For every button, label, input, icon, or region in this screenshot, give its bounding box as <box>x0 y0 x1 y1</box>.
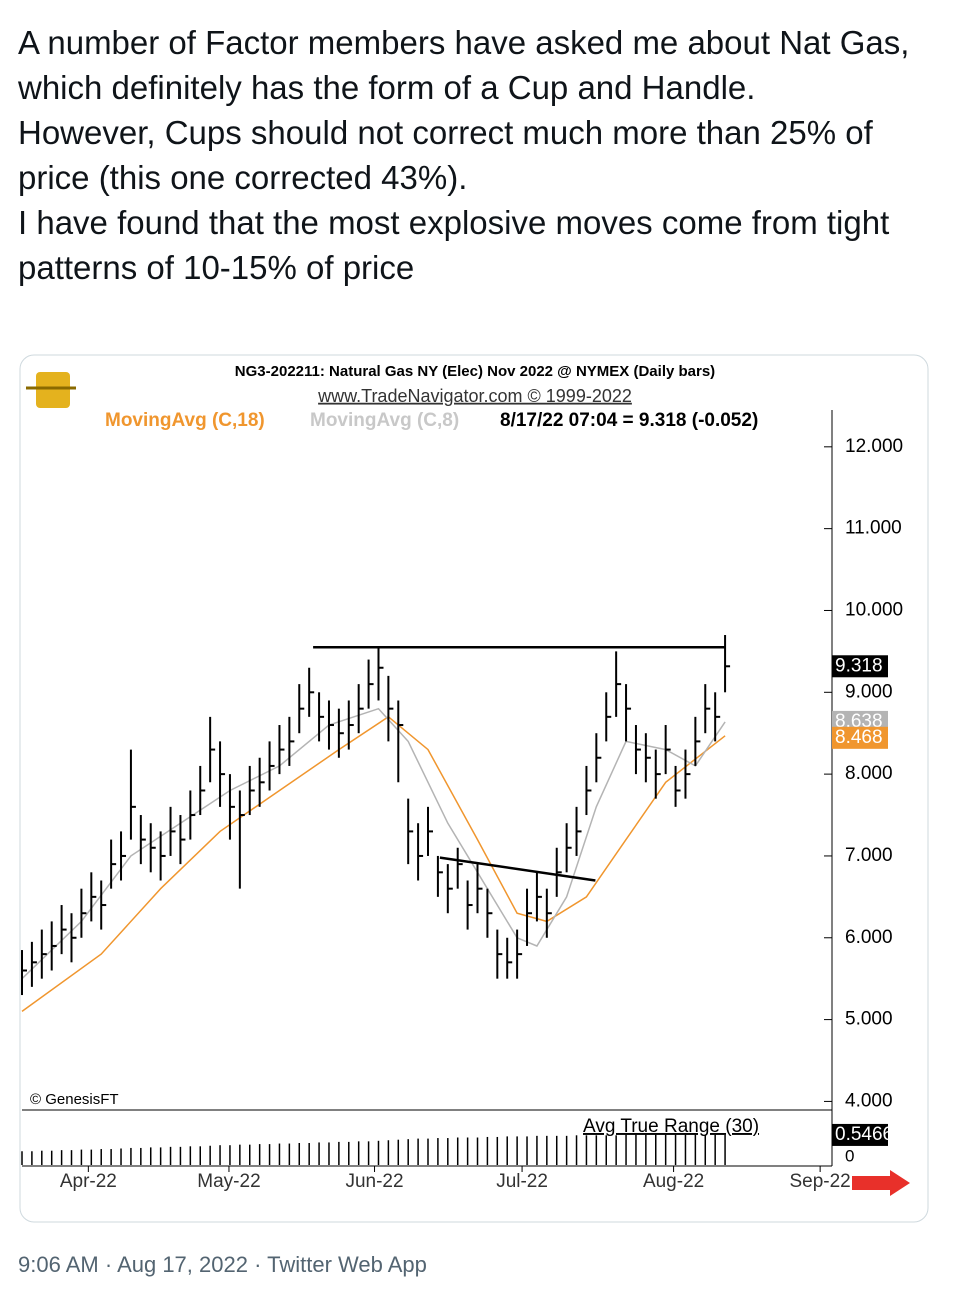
y-tick-label: 4.000 <box>845 1090 893 1111</box>
x-tick-label: Jun-22 <box>345 1171 403 1192</box>
paragraph: I have found that the most explosive mov… <box>18 204 890 286</box>
x-tick-label: May-22 <box>197 1171 260 1192</box>
legend-entry: MovingAvg (C,18) <box>105 410 265 431</box>
time: 9:06 AM <box>18 1252 99 1277</box>
y-tick-label: 7.000 <box>845 845 893 866</box>
chart: NG3-202211: Natural Gas NY (Elec) Nov 20… <box>19 354 929 1223</box>
date: Aug 17, 2022 <box>117 1252 248 1277</box>
paragraph: However, Cups should not correct much mo… <box>18 114 873 196</box>
tweet-text: A number of Factor members have asked me… <box>18 20 943 290</box>
last-value: 8.638 <box>835 711 883 732</box>
x-tick-label: Apr-22 <box>60 1171 117 1192</box>
logo <box>26 372 76 408</box>
moving-average <box>21 715 726 1013</box>
chart-title: NG3-202211: Natural Gas NY (Elec) Nov 20… <box>235 363 715 380</box>
legend-entry: MovingAvg (C,8) <box>310 410 459 431</box>
y-tick-label: 5.000 <box>845 1009 893 1030</box>
last-value-box <box>832 1123 888 1146</box>
y-tick-label: 9.000 <box>845 681 893 702</box>
paragraph: A number of Factor members have asked me… <box>18 24 910 106</box>
atr-tick-label: 0 <box>845 1146 854 1165</box>
atr-label: Avg True Range (30) <box>583 1116 759 1137</box>
chart-subtitle: www.TradeNavigator.com © 1999-2022 <box>317 386 632 406</box>
y-tick-label: 12.000 <box>845 436 903 457</box>
last-value-box <box>832 655 888 678</box>
x-tick-label: Aug-22 <box>643 1171 704 1192</box>
chart-frame <box>19 354 929 1223</box>
last-value-box <box>832 726 888 749</box>
tweet-footer: 9:06 AM · Aug 17, 2022 · Twitter Web App <box>18 1252 427 1277</box>
status: 8/17/22 07:04 = 9.318 (-0.052) <box>500 410 758 431</box>
y-tick-label: 8.000 <box>845 763 893 784</box>
x-tick-label: Jul-22 <box>496 1171 548 1192</box>
y-tick-label: 10.000 <box>845 599 903 620</box>
last-value: 0.5466 <box>835 1124 893 1145</box>
last-value: 8.468 <box>835 727 883 748</box>
last-value: 9.318 <box>835 655 883 676</box>
app: Twitter Web App <box>267 1252 427 1277</box>
trendline <box>439 856 596 882</box>
watermark: © GenesisFT <box>30 1091 119 1108</box>
y-tick-label: 11.000 <box>845 518 902 539</box>
arrow <box>852 1170 910 1196</box>
y-tick-label: 6.000 <box>845 927 893 948</box>
x-tick-label: Sep-22 <box>789 1171 850 1192</box>
